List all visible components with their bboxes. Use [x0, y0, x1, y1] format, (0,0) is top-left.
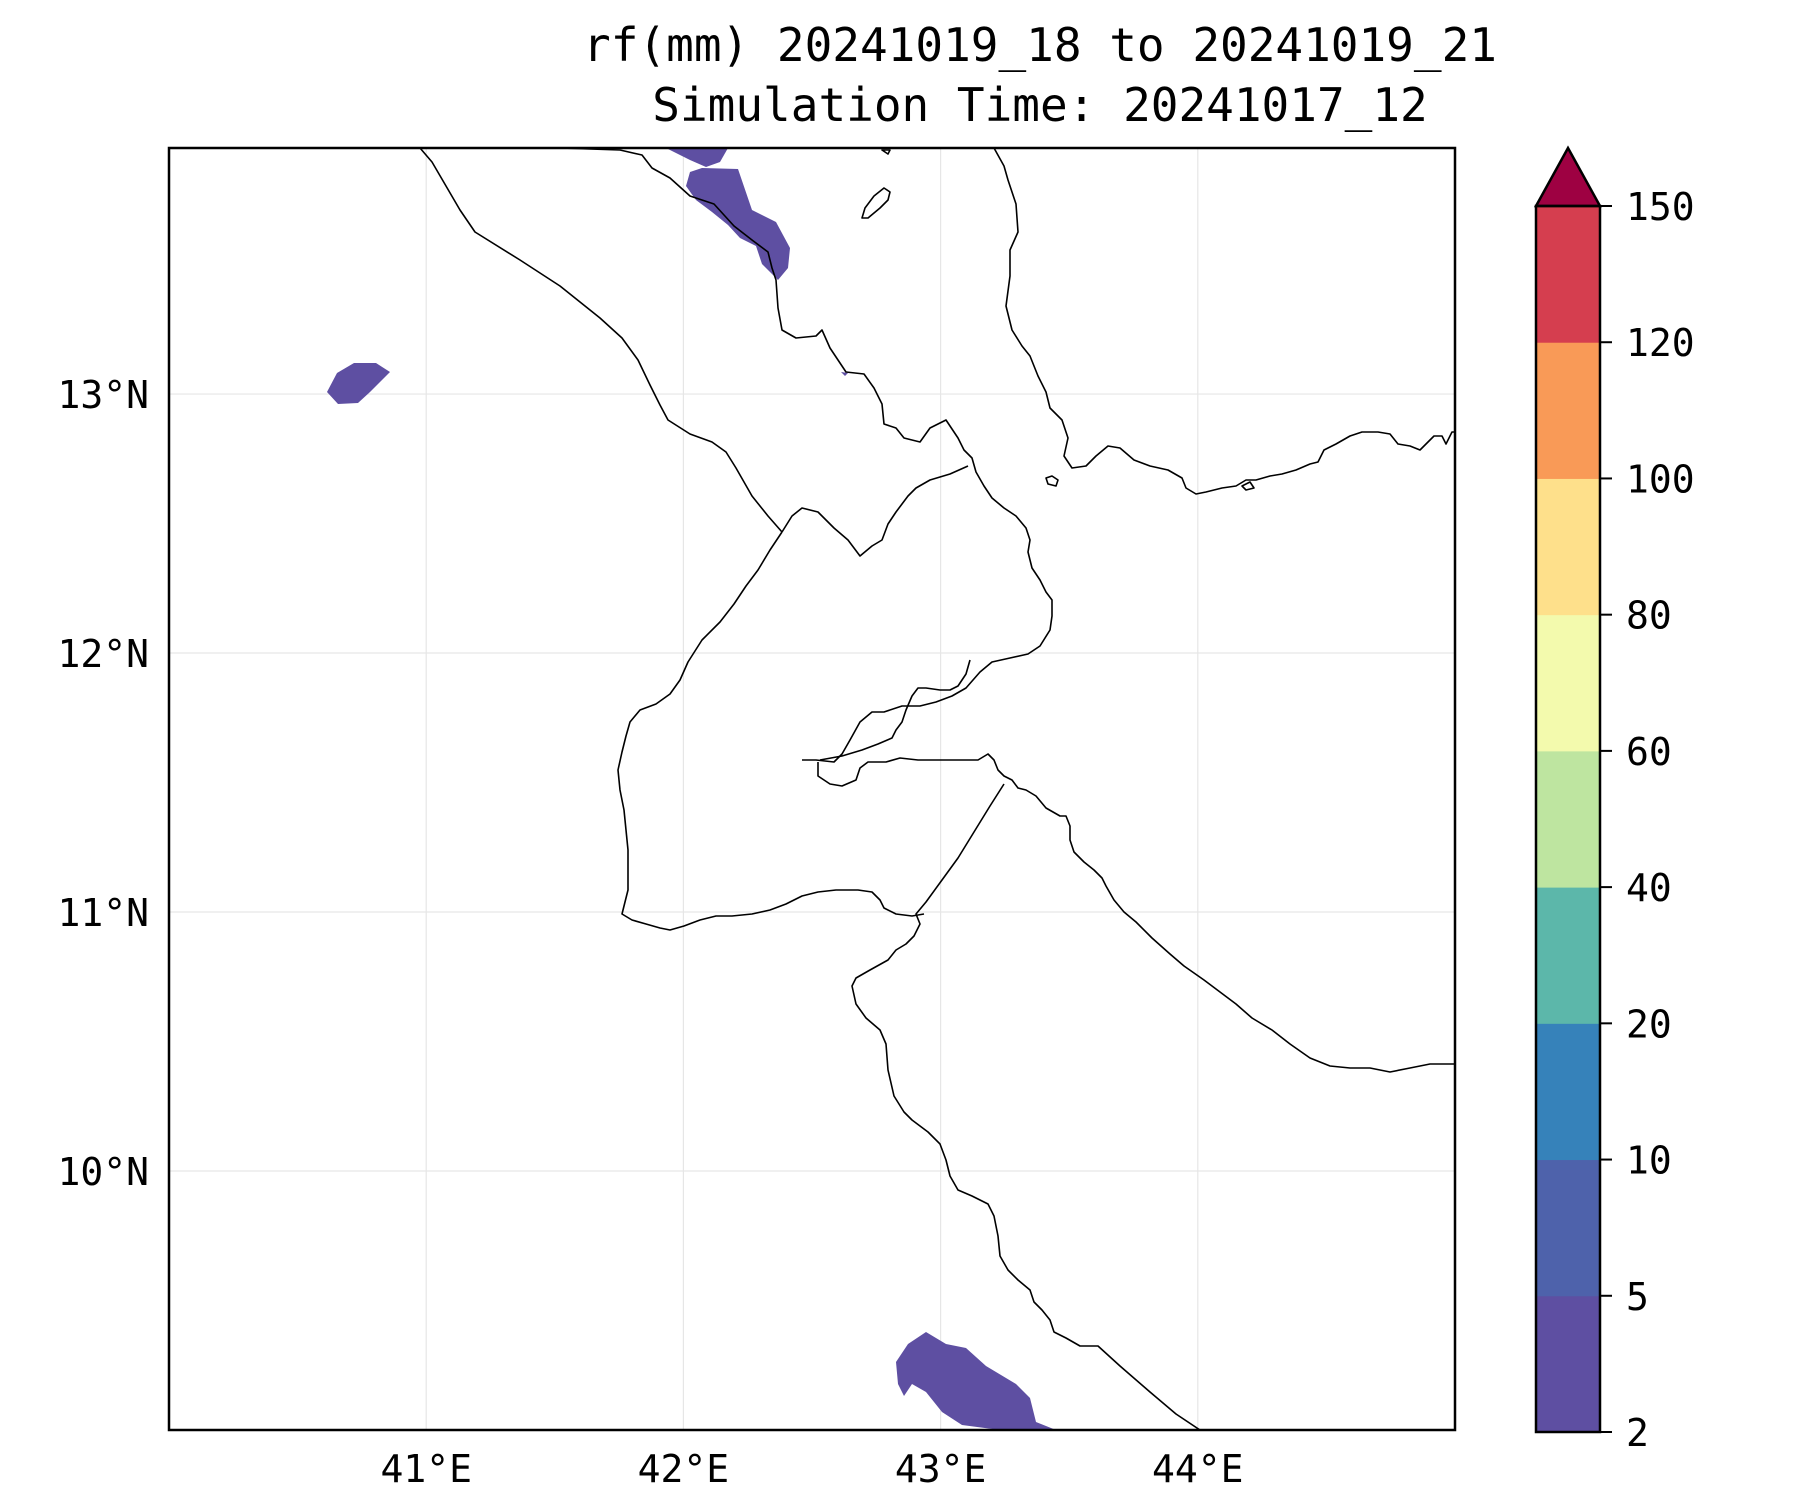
border-ethiopia-eritrea-west [419, 148, 783, 533]
coast-djibouti-bay [781, 465, 969, 557]
rainfall-speck [841, 372, 848, 376]
coast-gulf-of-tadjoura [819, 659, 971, 761]
rainfall-patch-west [327, 363, 390, 404]
island-perim [1045, 475, 1059, 487]
colorbar-frame [1534, 204, 1602, 1434]
colorbar-segment [1536, 206, 1600, 343]
colorbar-extend-arrow [1533, 145, 1603, 208]
coast-djibouti-south [817, 753, 1455, 1073]
colorbar-segment [1536, 614, 1600, 752]
x-tick-label: 42°E [638, 1447, 730, 1491]
colorbar-tick-label: 100 [1626, 457, 1695, 501]
colorbar: 2 5 10 20 40 60 80 100 120 150 [1533, 145, 1695, 1455]
rainfall-patch-red-sea [686, 168, 790, 280]
colorbar-segment [1536, 1023, 1600, 1161]
colorbar-tick-label: 2 [1626, 1411, 1649, 1455]
y-tick-label: 11°N [57, 891, 149, 935]
coast-eritrea-red-sea [559, 148, 1053, 763]
colorbar-segment [1536, 342, 1600, 479]
map-title-line-1: rf(mm) 20241019_18 to 20241019_21 [583, 18, 1497, 72]
y-tick-label: 13°N [57, 373, 149, 417]
island-dahlak-small [881, 149, 891, 155]
colorbar-tick-label: 20 [1626, 1002, 1672, 1046]
colorbar-tick-label: 80 [1626, 594, 1672, 638]
island-moucha [1241, 481, 1255, 491]
x-axis-ticks: 41°E 42°E 43°E 44°E [380, 1447, 1243, 1491]
rainfall-patch-south [896, 1332, 1056, 1430]
colorbar-segment [1536, 478, 1600, 616]
rainfall-layer [327, 148, 1056, 1430]
colorbar-segment [1536, 1295, 1600, 1433]
colorbar-tick-label: 150 [1626, 185, 1695, 229]
y-tick-label: 12°N [57, 632, 149, 676]
y-tick-label: 10°N [57, 1150, 149, 1194]
colorbar-segment [1536, 750, 1600, 888]
x-tick-label: 43°E [895, 1447, 987, 1491]
colorbar-tick-label: 10 [1626, 1139, 1672, 1183]
y-axis-ticks: 13°N 12°N 11°N 10°N [57, 373, 149, 1194]
border-djibouti-somalia [851, 783, 1201, 1430]
border-djibouti-west [617, 531, 925, 931]
x-tick-label: 44°E [1152, 1447, 1244, 1491]
colorbar-tick-label: 5 [1626, 1275, 1649, 1319]
rainfall-patch-north [666, 148, 728, 167]
map-title-line-2: Simulation Time: 20241017_12 [652, 78, 1428, 132]
colorbar-segment [1536, 1159, 1600, 1297]
island-dahlak [861, 187, 891, 219]
map-frame [167, 146, 1457, 1432]
colorbar-segment [1536, 887, 1600, 1024]
map-gridlines [169, 148, 1455, 1430]
x-tick-label: 41°E [380, 1447, 472, 1491]
colorbar-tick-label: 120 [1626, 321, 1695, 365]
coastlines-borders [419, 148, 1455, 1430]
colorbar-tick-label: 40 [1626, 866, 1672, 910]
coast-red-sea-east [993, 148, 1455, 495]
colorbar-tick-label: 60 [1626, 730, 1672, 774]
